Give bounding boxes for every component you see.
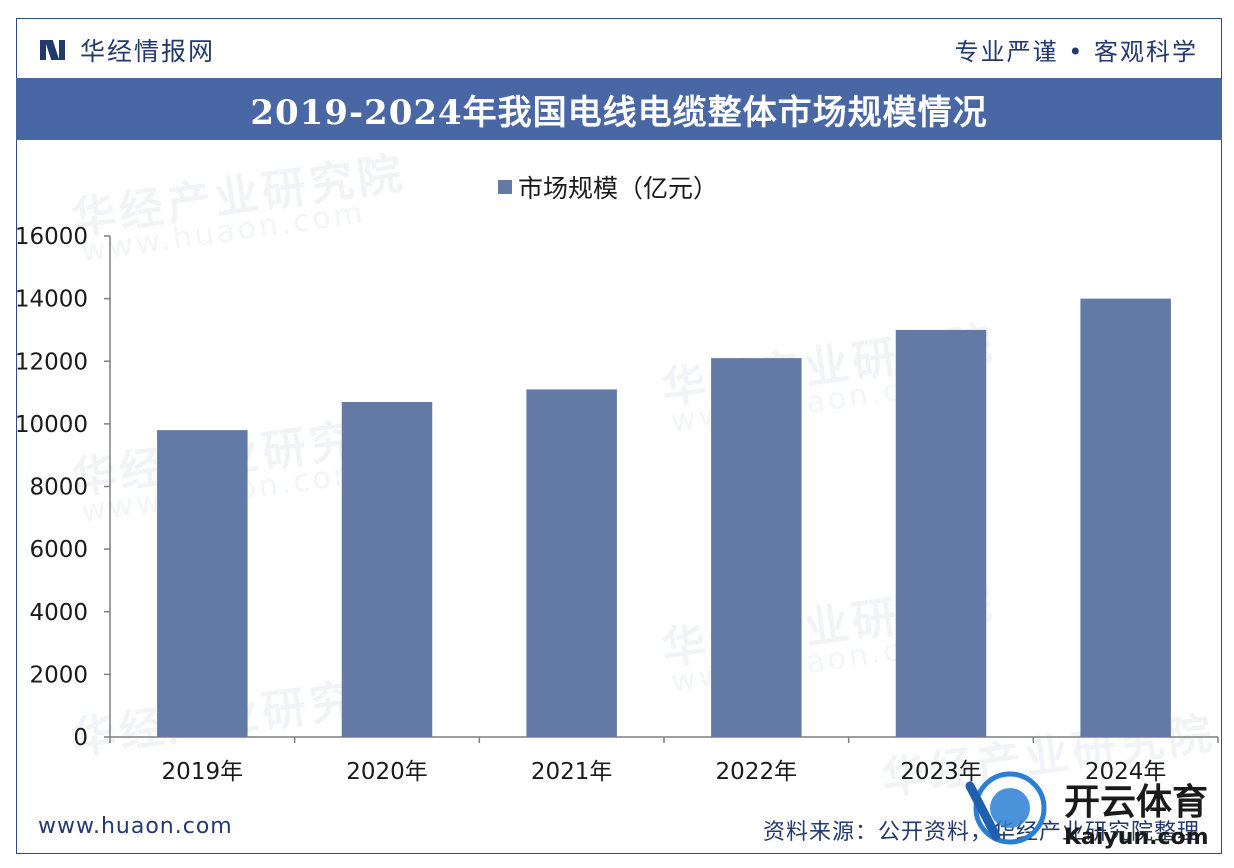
y-tick-label: 16000 bbox=[15, 224, 88, 250]
y-axis: 0 2000 4000 6000 8000 10000 12000 14000 16000 bbox=[15, 224, 111, 751]
y-tick-label: 8000 bbox=[29, 475, 88, 501]
bar bbox=[895, 329, 987, 737]
x-tick-label: 2024年 bbox=[1085, 759, 1167, 785]
x-axis: 2019年 2020年 2021年 2022年 2023年 2024年 bbox=[109, 736, 1219, 785]
y-tick-label: 2000 bbox=[29, 662, 88, 688]
huajing-logo-icon bbox=[40, 37, 70, 63]
x-tick-label: 2020年 bbox=[346, 759, 428, 785]
title-band: 2019-2024年我国电线电缆整体市场规模情况 bbox=[16, 78, 1222, 140]
x-tick-label: 2023年 bbox=[900, 759, 982, 785]
bar bbox=[711, 358, 802, 737]
bar bbox=[157, 430, 248, 737]
y-tick-label: 12000 bbox=[15, 349, 88, 375]
legend-label: 市场规模（亿元） bbox=[518, 174, 718, 203]
y-tick-label: 14000 bbox=[15, 287, 88, 313]
bar bbox=[526, 389, 617, 737]
bar bbox=[341, 401, 433, 737]
x-tick-label: 2021年 bbox=[531, 759, 613, 785]
legend: 市场规模（亿元） bbox=[498, 174, 718, 203]
y-tick-label: 4000 bbox=[29, 600, 88, 626]
slogan: 专业严谨 • 客观科学 bbox=[954, 38, 1198, 66]
y-tick-label: 0 bbox=[73, 725, 88, 751]
y-tick-label: 10000 bbox=[15, 412, 88, 438]
bars bbox=[157, 298, 1171, 737]
chart-title: 2019-2024年我国电线电缆整体市场规模情况 bbox=[250, 92, 988, 133]
bar bbox=[1080, 298, 1171, 737]
footer-website: www.huaon.com bbox=[38, 814, 233, 839]
y-tick-label: 6000 bbox=[29, 537, 88, 563]
x-tick-label: 2019年 bbox=[162, 759, 244, 785]
legend-swatch bbox=[498, 180, 512, 194]
footer-source: 资料来源：公开资料，华经产业研究院整理 bbox=[762, 820, 1200, 845]
x-tick-label: 2022年 bbox=[716, 759, 798, 785]
brand: 华经情报网 bbox=[40, 32, 215, 68]
brand-name: 华经情报网 bbox=[80, 37, 216, 66]
chart-frame bbox=[16, 18, 1222, 854]
